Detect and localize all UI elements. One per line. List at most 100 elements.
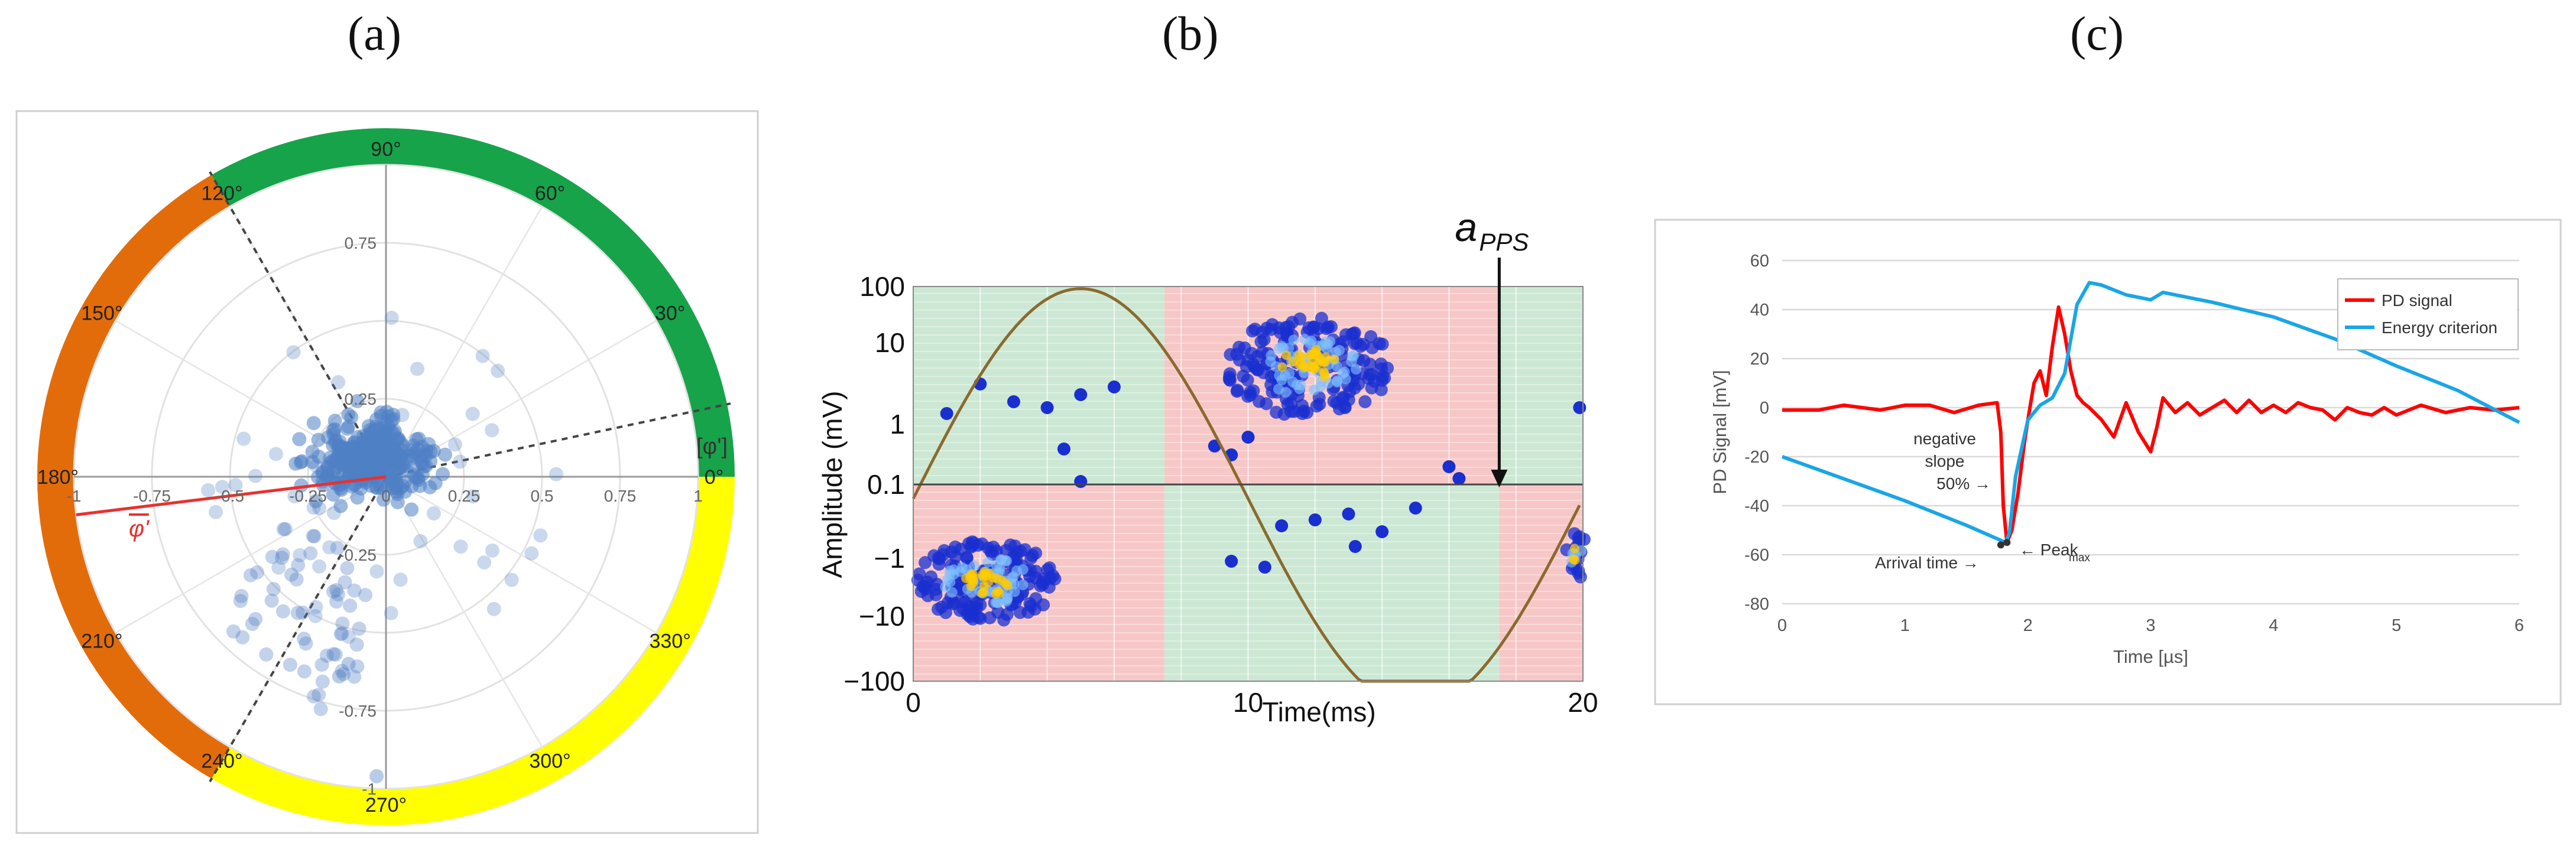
scatter-point bbox=[335, 616, 350, 631]
scatter-point bbox=[376, 458, 391, 473]
negative-cluster bbox=[1034, 579, 1047, 593]
arrival-marker bbox=[1997, 541, 2004, 549]
x-tick-label: 0 bbox=[381, 487, 391, 505]
scatter-point bbox=[358, 588, 373, 603]
negative-cluster-core bbox=[995, 554, 1007, 565]
panel-label-a: (a) bbox=[348, 6, 402, 60]
edge-cluster-peak bbox=[1570, 555, 1580, 565]
negative-cluster-core bbox=[1017, 564, 1029, 575]
plot-frame bbox=[1654, 219, 2562, 705]
scatter-point bbox=[306, 416, 321, 431]
scatter-point bbox=[336, 666, 351, 681]
scatter-point bbox=[384, 414, 398, 428]
scatter-point bbox=[248, 611, 263, 626]
positive-cluster-peak bbox=[1305, 350, 1315, 360]
sparse-pulse-point bbox=[1225, 555, 1238, 568]
scatter-point bbox=[268, 447, 283, 461]
x-tick-label: 0.5 bbox=[531, 487, 554, 505]
sparse-pulse-point bbox=[1107, 380, 1121, 393]
negative-cluster-peak bbox=[977, 588, 987, 598]
y-tick-label: 0.1 bbox=[867, 469, 905, 500]
y-tick-label: 0.25 bbox=[345, 390, 377, 408]
scatter-point bbox=[274, 551, 289, 565]
sparse-pulse-point bbox=[1342, 507, 1355, 520]
annotation-peak: ← Peak bbox=[2019, 541, 2079, 559]
mean-vector-label: φ' bbox=[129, 516, 150, 542]
y-axis-label: PD Signal [mV] bbox=[1709, 370, 1730, 494]
edge-cluster-peak bbox=[1569, 544, 1579, 554]
scatter-point bbox=[335, 663, 349, 678]
scatter-point bbox=[271, 560, 286, 575]
scatter-point bbox=[228, 477, 243, 492]
negative-cluster-core bbox=[940, 581, 951, 593]
scatter-point bbox=[226, 624, 241, 639]
scatter-point bbox=[319, 648, 334, 663]
legend-entry: PD signal bbox=[2382, 291, 2452, 310]
positive-cluster-core bbox=[1274, 343, 1285, 354]
scatter-point bbox=[259, 647, 274, 662]
scatter-point bbox=[235, 630, 250, 645]
sparse-pulse-point bbox=[1452, 472, 1466, 485]
negative-cluster bbox=[1000, 607, 1014, 621]
scatter-point bbox=[276, 522, 291, 536]
scatter-point bbox=[326, 647, 341, 662]
y-tick-label: -20 bbox=[1744, 448, 1769, 467]
scatter-point bbox=[315, 674, 330, 689]
positive-cluster bbox=[1224, 373, 1237, 387]
scatter-point bbox=[491, 363, 505, 378]
scatter-point bbox=[410, 362, 424, 376]
scatter-point bbox=[486, 601, 501, 616]
sparse-pulse-point bbox=[1057, 442, 1070, 455]
scatter-point bbox=[338, 575, 352, 590]
ring-sector-yellow bbox=[212, 477, 735, 825]
positive-cluster-core bbox=[1287, 376, 1298, 388]
scatter-point bbox=[343, 598, 358, 613]
positive-cluster-core bbox=[1346, 356, 1357, 367]
scatter-point bbox=[416, 459, 431, 474]
scatter-point bbox=[312, 500, 326, 515]
y-tick-label: 10 bbox=[875, 327, 905, 358]
annotation-arrival-time: Arrival time → bbox=[1875, 554, 1979, 572]
scatter-point bbox=[291, 558, 306, 572]
x-tick-label: 0.75 bbox=[604, 487, 637, 505]
annotation-arrow-head bbox=[1491, 470, 1508, 487]
band-upper-green bbox=[913, 287, 1164, 484]
scatter-point bbox=[307, 529, 322, 544]
positive-cluster bbox=[1274, 326, 1287, 339]
scatter-point bbox=[340, 561, 355, 575]
y-tick-label: 20 bbox=[1750, 350, 1769, 369]
scatter-point bbox=[333, 499, 348, 513]
positive-cluster bbox=[1253, 395, 1266, 408]
scatter-point bbox=[413, 534, 428, 549]
band-lower-red bbox=[1499, 484, 1583, 681]
scatter-point bbox=[328, 647, 343, 662]
y-tick-label: -40 bbox=[1744, 497, 1769, 516]
scatter-point bbox=[296, 605, 310, 620]
x-tick-label: 0 bbox=[906, 687, 921, 718]
scatter-point bbox=[309, 600, 323, 614]
scatter-point bbox=[428, 476, 443, 490]
negative-cluster-core bbox=[1009, 586, 1020, 597]
positive-cluster-peak bbox=[1301, 362, 1311, 372]
y-tick-label: −100 bbox=[843, 666, 905, 697]
x-tick-label: 6 bbox=[2515, 616, 2524, 635]
scatter-point bbox=[350, 393, 365, 408]
scatter-point bbox=[293, 548, 307, 562]
negative-cluster bbox=[962, 537, 975, 551]
angle-label: 180° bbox=[37, 466, 79, 489]
scatter-point bbox=[311, 432, 326, 447]
positive-cluster bbox=[1367, 375, 1381, 388]
scatter-point bbox=[283, 658, 297, 672]
scatter-point bbox=[390, 495, 405, 510]
scatter-point bbox=[299, 636, 313, 651]
positive-cluster-core bbox=[1295, 379, 1306, 391]
scatter-point bbox=[243, 568, 258, 583]
angle-label: 270° bbox=[365, 794, 407, 816]
positive-cluster bbox=[1348, 326, 1361, 340]
scatter-point bbox=[289, 572, 304, 587]
positive-cluster bbox=[1224, 348, 1237, 362]
scatter-point bbox=[465, 406, 480, 421]
scatter-point bbox=[322, 540, 337, 555]
positive-cluster bbox=[1255, 346, 1269, 359]
